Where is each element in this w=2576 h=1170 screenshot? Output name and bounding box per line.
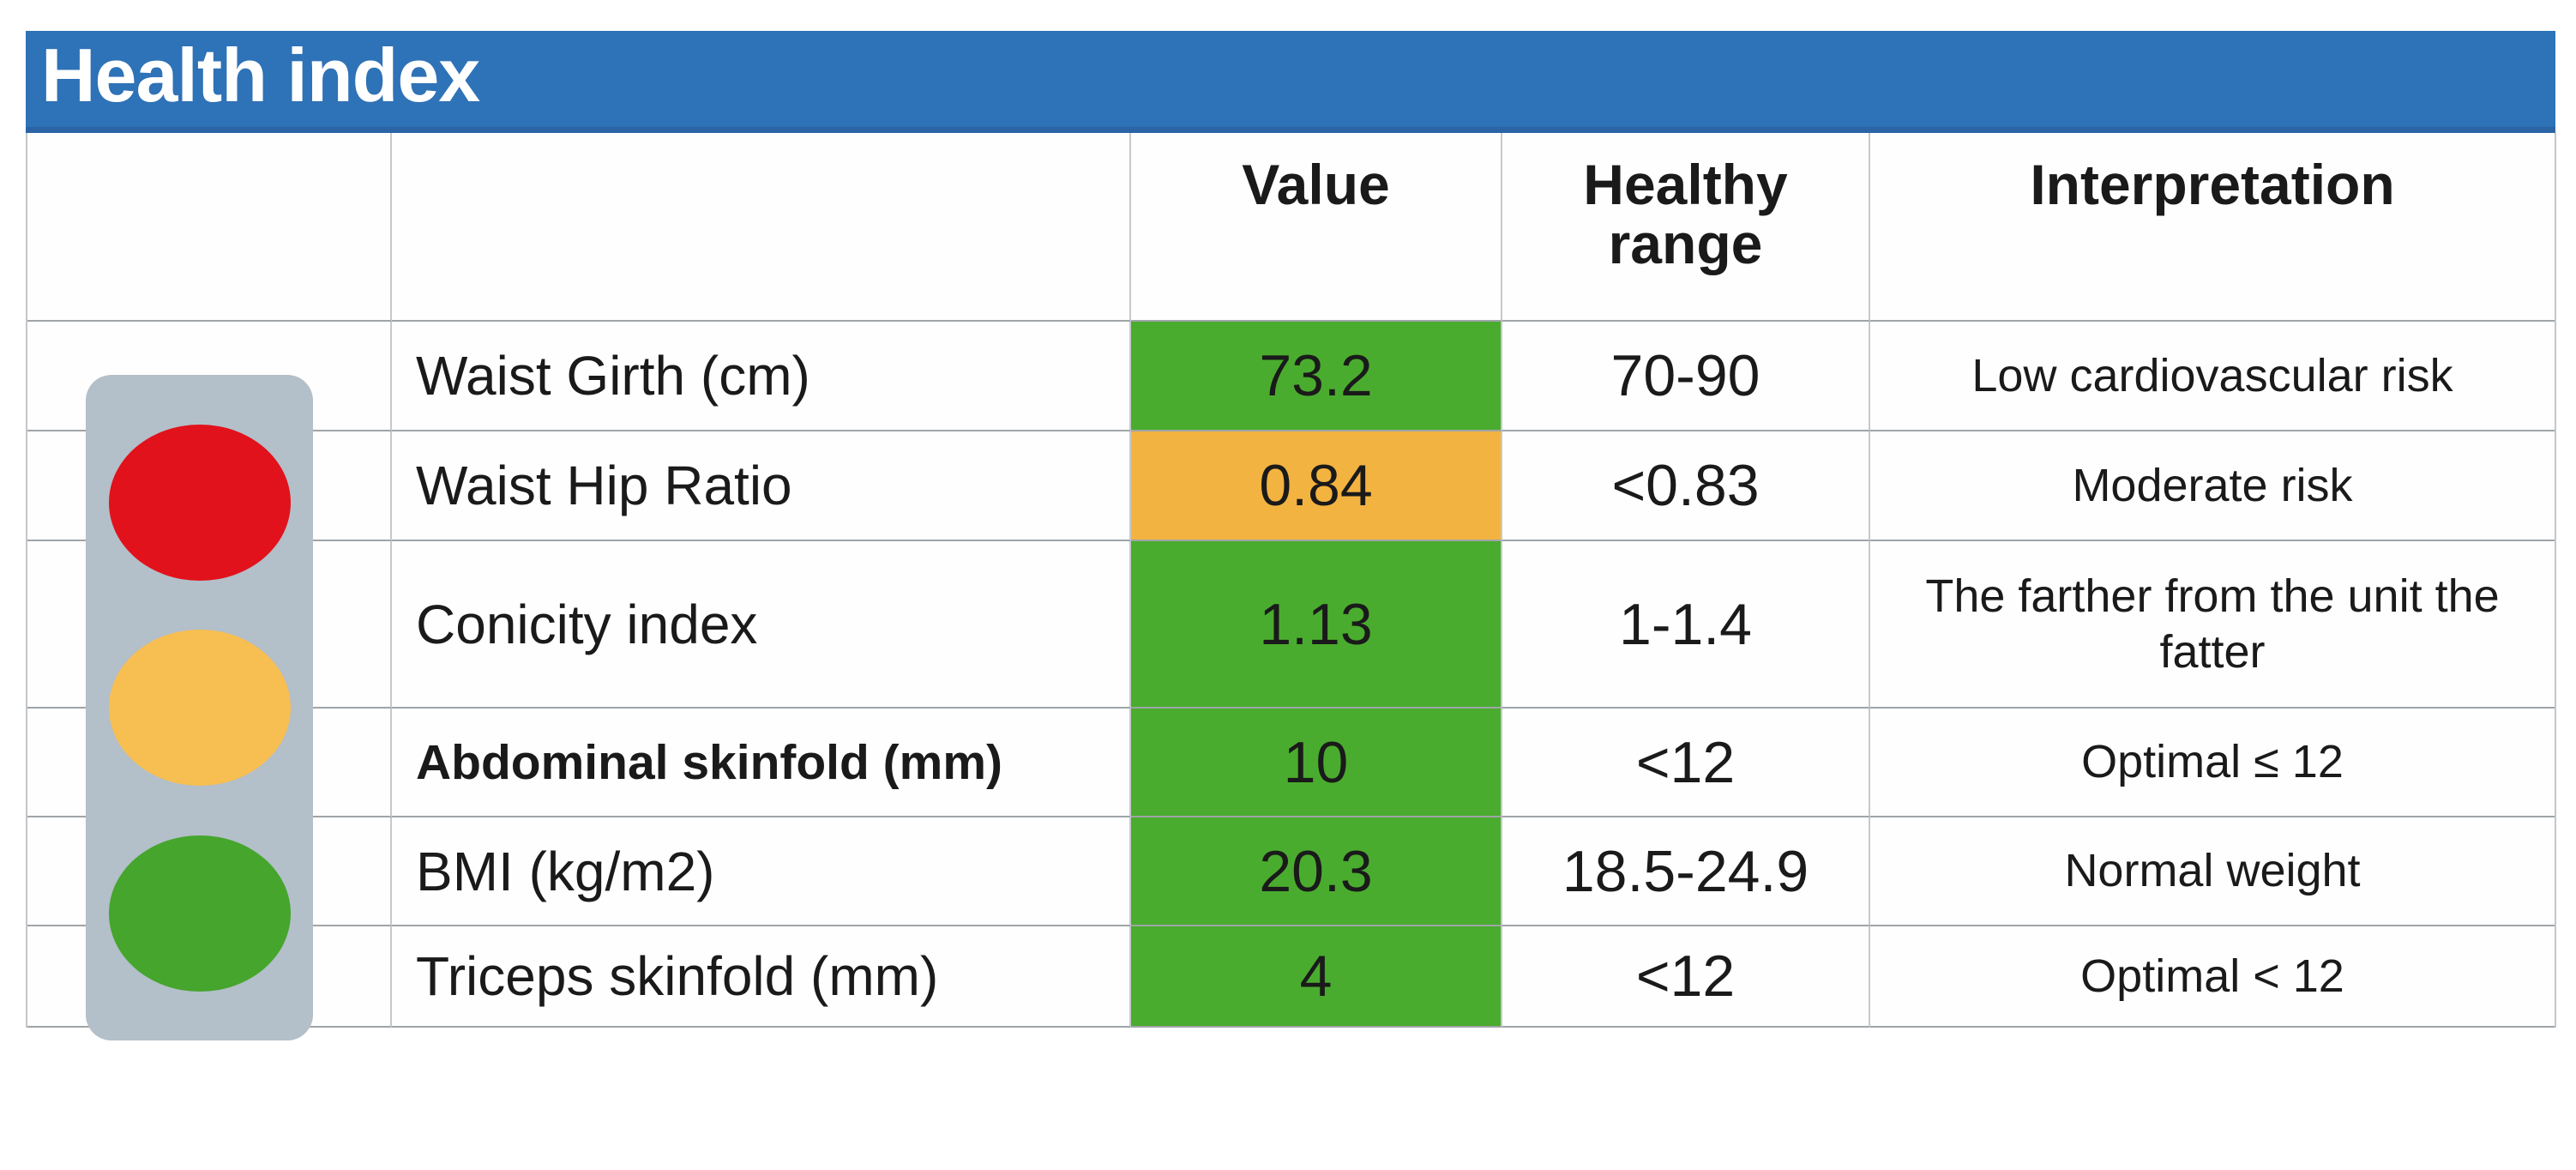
title-bar: Health index	[26, 31, 2555, 133]
row-label-abdominal-skinfold: Abdominal skinfold (mm)	[392, 709, 1131, 817]
header-traffic-light-column	[27, 133, 392, 322]
healthy-range-cell: <0.83	[1502, 431, 1870, 541]
value-cell: 4	[1131, 926, 1502, 1028]
healthy-range-cell: <12	[1502, 709, 1870, 817]
header-indicator-column	[392, 133, 1131, 322]
interpretation-cell: Moderate risk	[1870, 431, 2555, 541]
row-label-waist-hip-ratio: Waist Hip Ratio	[392, 431, 1131, 541]
header-interpretation: Interpretation	[1870, 133, 2555, 322]
healthy-range-cell: 70-90	[1502, 322, 1870, 431]
value-cell: 0.84	[1131, 431, 1502, 541]
interpretation-cell: Optimal < 12	[1870, 926, 2555, 1028]
row-label-bmi: BMI (kg/m2)	[392, 817, 1131, 926]
page-title: Health index	[41, 33, 480, 118]
value-cell: 1.13	[1131, 541, 1502, 709]
healthy-range-cell: <12	[1502, 926, 1870, 1028]
amber-light-icon	[108, 630, 291, 786]
red-light-icon	[108, 424, 291, 581]
row-label-waist-girth: Waist Girth (cm)	[392, 322, 1131, 431]
health-index-table: Value Healthy range Interpretation Waist…	[26, 133, 2556, 1028]
healthy-range-cell: 18.5-24.9	[1502, 817, 1870, 926]
header-healthy-range: Healthy range	[1502, 133, 1870, 322]
value-cell: 20.3	[1131, 817, 1502, 926]
row-label-triceps-skinfold: Triceps skinfold (mm)	[392, 926, 1131, 1028]
value-cell: 73.2	[1131, 322, 1502, 431]
interpretation-cell: Optimal ≤ 12	[1870, 709, 2555, 817]
row-label-conicity-index: Conicity index	[392, 541, 1131, 709]
green-light-icon	[108, 835, 291, 992]
interpretation-cell: Low cardiovascular risk	[1870, 322, 2555, 431]
value-cell: 10	[1131, 709, 1502, 817]
interpretation-cell: The farther from the unit the fatter	[1870, 541, 2555, 709]
traffic-light	[86, 375, 313, 1040]
header-value: Value	[1131, 133, 1502, 322]
interpretation-cell: Normal weight	[1870, 817, 2555, 926]
healthy-range-cell: 1-1.4	[1502, 541, 1870, 709]
